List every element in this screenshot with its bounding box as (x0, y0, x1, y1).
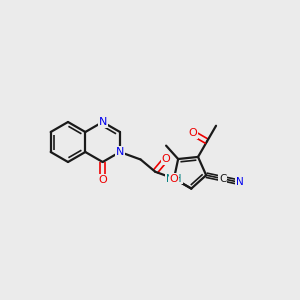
Text: N: N (236, 177, 243, 187)
Text: N: N (98, 117, 107, 127)
Text: O: O (162, 154, 170, 164)
Text: N: N (116, 147, 124, 157)
Text: O: O (169, 174, 178, 184)
Text: O: O (98, 175, 107, 185)
Text: O: O (188, 128, 197, 138)
Text: NH: NH (166, 174, 182, 184)
Text: C: C (219, 174, 226, 184)
